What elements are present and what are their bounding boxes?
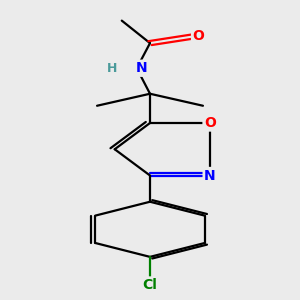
Text: O: O bbox=[204, 116, 216, 130]
Text: N: N bbox=[204, 169, 216, 182]
Text: Cl: Cl bbox=[142, 278, 158, 292]
Text: O: O bbox=[193, 28, 205, 43]
Text: N: N bbox=[136, 61, 148, 75]
Text: H: H bbox=[107, 62, 117, 75]
